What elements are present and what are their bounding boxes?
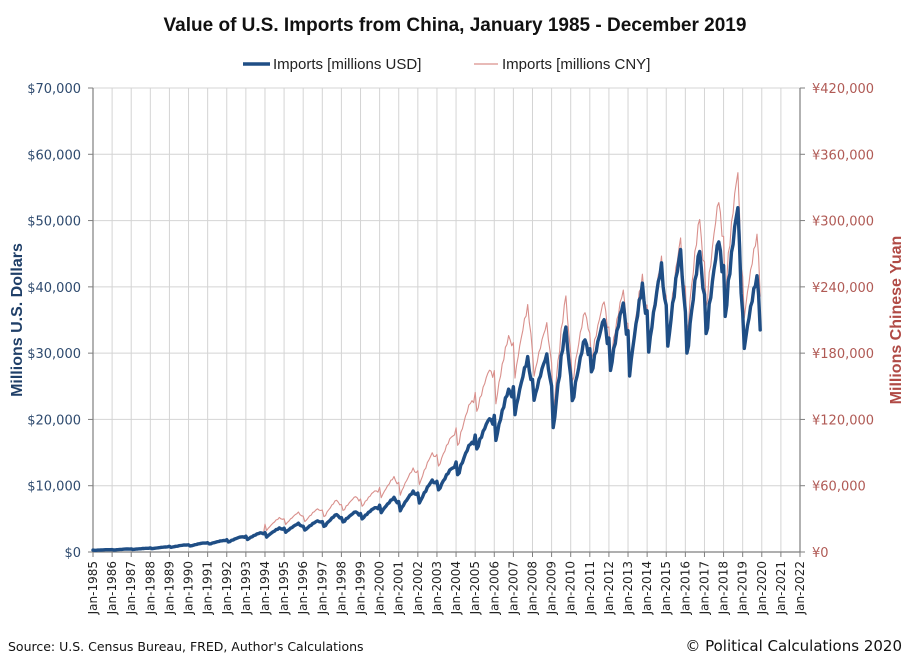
x-tick-label: Jan-1993	[239, 561, 253, 615]
x-tick-label: Jan-2018	[717, 561, 731, 615]
x-tick-label: Jan-1985	[86, 561, 100, 615]
x-tick-label: Jan-1992	[220, 561, 234, 615]
y-right-tick-label: ¥60,000	[812, 480, 866, 495]
x-tick-label: Jan-1997	[315, 561, 329, 615]
y-axis-left-title: Millions U.S. Dollars	[9, 243, 26, 397]
x-tick-label: Jan-1988	[143, 561, 157, 615]
y-left-tick-label: $50,000	[27, 215, 81, 230]
x-tick-label: Jan-2001	[392, 561, 406, 615]
y-right-tick-label: ¥240,000	[812, 281, 874, 296]
x-tick-label: Jan-2010	[564, 561, 578, 615]
x-tick-label: Jan-1991	[201, 561, 215, 615]
x-tick-label: Jan-1996	[296, 561, 310, 615]
x-tick-label: Jan-2013	[621, 561, 635, 615]
x-tick-label: Jan-1986	[105, 561, 119, 615]
chart-title: Value of U.S. Imports from China, Januar…	[164, 15, 747, 36]
x-tick-label: Jan-2016	[678, 561, 692, 615]
x-tick-label: Jan-2002	[411, 561, 425, 615]
x-tick-label: Jan-1990	[182, 561, 196, 615]
x-tick-label: Jan-2007	[506, 561, 520, 615]
y-left-tick-label: $70,000	[27, 82, 81, 97]
series-line-usd	[91, 206, 762, 552]
x-tick-label: Jan-1998	[334, 561, 348, 615]
y-right-tick-label: ¥420,000	[812, 82, 874, 97]
x-tick-label: Jan-2004	[449, 561, 463, 615]
legend-cny-label: Imports [millions CNY]	[502, 56, 650, 73]
y-axis-right-title: Millions Chinese Yuan	[888, 236, 905, 405]
x-tick-label: Jan-2020	[755, 561, 769, 615]
x-tick-label: Jan-1987	[124, 561, 138, 615]
source-note: Source: U.S. Census Bureau, FRED, Author…	[8, 639, 364, 654]
x-tick-label: Jan-2012	[602, 561, 616, 615]
x-tick-label: Jan-2021	[774, 561, 788, 615]
y-axis-left-ticks: $0 $10,000 $20,000 $30,000 $40,000 $50,000 $60…	[27, 82, 93, 561]
x-tick-label: Jan-2022	[793, 561, 807, 615]
y-right-tick-label: ¥360,000	[812, 148, 874, 163]
x-tick-label: Jan-2011	[583, 561, 597, 615]
legend-usd-label: Imports [millions USD]	[273, 56, 421, 73]
y-right-tick-label: ¥120,000	[812, 413, 874, 428]
x-tick-label: Jan-1995	[277, 561, 291, 615]
y-right-tick-label: ¥300,000	[812, 215, 874, 230]
x-tick-label: Jan-2015	[659, 561, 673, 615]
x-tick-label: Jan-1994	[258, 561, 272, 615]
y-right-tick-label: ¥0	[812, 546, 829, 561]
x-tick-label: Jan-2005	[468, 561, 482, 615]
x-tick-label: Jan-1999	[354, 561, 368, 615]
y-axis-right-ticks: ¥0 ¥60,000 ¥120,000 ¥180,000 ¥240,000 ¥300,00…	[800, 82, 874, 561]
x-tick-label: Jan-2006	[487, 561, 501, 615]
y-left-tick-label: $10,000	[27, 480, 81, 495]
x-axis-ticks: Jan-1985 Jan-1986 Jan-1987 Jan-1988 Jan-1989…	[86, 552, 807, 615]
x-tick-label: Jan-2003	[430, 561, 444, 615]
x-tick-label: Jan-2009	[545, 561, 559, 615]
x-tick-label: Jan-2017	[697, 561, 711, 615]
x-tick-label: Jan-2019	[736, 561, 750, 615]
x-tick-label: Jan-2008	[525, 561, 539, 615]
y-left-tick-label: $0	[64, 546, 81, 561]
x-tick-label: Jan-2014	[640, 561, 654, 615]
y-left-tick-label: $30,000	[27, 347, 81, 362]
y-left-tick-label: $20,000	[27, 413, 81, 428]
y-left-tick-label: $60,000	[27, 148, 81, 163]
y-right-tick-label: ¥180,000	[812, 347, 874, 362]
y-left-tick-label: $40,000	[27, 281, 81, 296]
legend: Imports [millions USD] Imports [millions…	[243, 56, 650, 73]
x-tick-label: Jan-2000	[373, 561, 387, 615]
copyright-note: © Political Calculations 2020	[685, 637, 902, 655]
axes	[92, 88, 801, 553]
x-tick-label: Jan-1989	[162, 561, 176, 615]
